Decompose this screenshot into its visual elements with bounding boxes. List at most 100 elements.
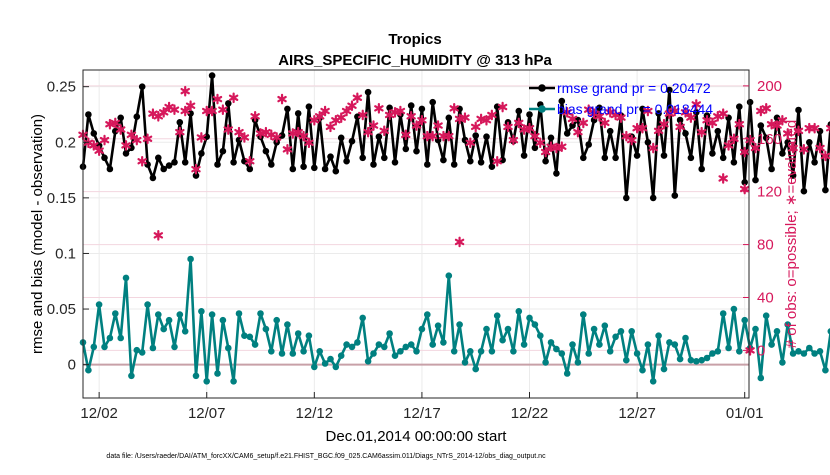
bias-point	[720, 310, 727, 317]
bias-point	[725, 345, 732, 352]
x-axis-label: Dec.01,2014 00:00:00 start	[326, 428, 508, 445]
bias-point	[489, 348, 496, 355]
bias-point	[290, 350, 297, 357]
bias-point	[612, 334, 619, 341]
bias-point	[478, 348, 485, 355]
y-left-tick-label: 0	[68, 357, 76, 374]
rmse-point	[715, 128, 722, 135]
rmse-point	[268, 161, 275, 168]
rmse-point	[198, 150, 205, 157]
bias-point	[263, 326, 270, 333]
rmse-point	[731, 159, 738, 166]
bias-point	[580, 311, 587, 318]
bias-point	[225, 345, 232, 352]
bias-point	[424, 311, 431, 318]
x-tick-label: 12/02	[80, 405, 118, 422]
rmse-point	[451, 161, 458, 168]
rmse-point	[553, 170, 560, 177]
rmse-point	[91, 130, 98, 137]
bias-point	[187, 256, 194, 263]
bias-point	[806, 345, 813, 352]
bias-point	[736, 348, 743, 355]
rmse-point	[795, 107, 802, 114]
rmse-point	[290, 166, 297, 173]
rmse-point	[542, 158, 549, 165]
bias-point	[182, 328, 189, 335]
bias-point	[365, 358, 372, 365]
bias-point	[128, 373, 135, 380]
bias-point	[672, 341, 679, 348]
rmse-point	[182, 159, 189, 166]
bias-point	[801, 350, 808, 357]
bias-point	[408, 341, 415, 348]
bias-point	[322, 360, 329, 367]
bias-point	[268, 348, 275, 355]
legend-bias-label: bias grand pr = 0.018444	[557, 101, 713, 117]
bias-point	[741, 317, 748, 324]
bias-point	[123, 275, 130, 282]
x-tick-label: 12/12	[296, 405, 334, 422]
x-tick-label: 01/01	[726, 405, 764, 422]
bias-point	[499, 337, 506, 344]
rmse-point	[811, 159, 818, 166]
rmse-point	[661, 152, 668, 159]
bias-point	[768, 341, 775, 348]
bias-point	[822, 367, 829, 374]
bias-point	[166, 317, 173, 324]
y-axis-right-label: # of obs: o=possible; ∗=evaluated	[783, 120, 800, 349]
rmse-point	[263, 148, 270, 155]
y-right-tick-label: 40	[757, 289, 774, 306]
rmse-point	[709, 150, 716, 157]
rmse-point	[672, 192, 679, 199]
bias-point	[85, 367, 92, 374]
bias-point	[650, 378, 657, 385]
bias-point	[300, 348, 307, 355]
x-tick-label: 12/27	[618, 405, 656, 422]
rmse-point	[602, 155, 609, 162]
bias-point	[160, 326, 167, 333]
rmse-point	[155, 155, 162, 162]
bias-point	[279, 350, 286, 357]
bias-point	[548, 339, 555, 346]
rmse-point	[376, 133, 383, 140]
bias-point	[655, 332, 662, 339]
bias-point	[628, 328, 635, 335]
bias-point	[144, 301, 151, 308]
bias-point	[155, 311, 162, 318]
rmse-point	[220, 148, 227, 155]
rmse-point	[645, 139, 652, 146]
rmse-point	[429, 99, 436, 106]
rmse-point	[343, 158, 350, 165]
bias-point	[338, 352, 345, 359]
rmse-point	[682, 130, 689, 137]
rmse-point	[478, 159, 485, 166]
chart-title: Tropics	[388, 31, 441, 48]
rmse-point	[225, 100, 232, 107]
bias-point	[462, 359, 469, 366]
rmse-point	[419, 106, 426, 113]
rmse-point	[822, 187, 829, 194]
y-right-tick-label: 200	[757, 78, 782, 95]
bias-point	[193, 373, 200, 380]
bias-point	[645, 341, 652, 348]
bias-point	[682, 335, 689, 342]
rmse-point	[489, 163, 496, 170]
bias-point	[413, 348, 420, 355]
rmse-point	[521, 152, 528, 159]
bias-point	[542, 359, 549, 366]
bias-point	[510, 348, 517, 355]
bias-point	[171, 344, 178, 351]
legend-rmse-marker	[538, 84, 546, 92]
obs-point	[806, 124, 813, 132]
bias-point	[333, 364, 340, 371]
x-tick-label: 12/17	[403, 405, 441, 422]
rmse-point	[446, 115, 453, 122]
rmse-point	[472, 132, 479, 139]
bias-point	[96, 301, 103, 308]
bias-point	[359, 315, 366, 322]
bias-point	[177, 311, 184, 318]
rmse-point	[752, 177, 759, 184]
rmse-point	[295, 110, 302, 117]
bias-point	[209, 311, 216, 318]
rmse-point	[247, 166, 254, 173]
